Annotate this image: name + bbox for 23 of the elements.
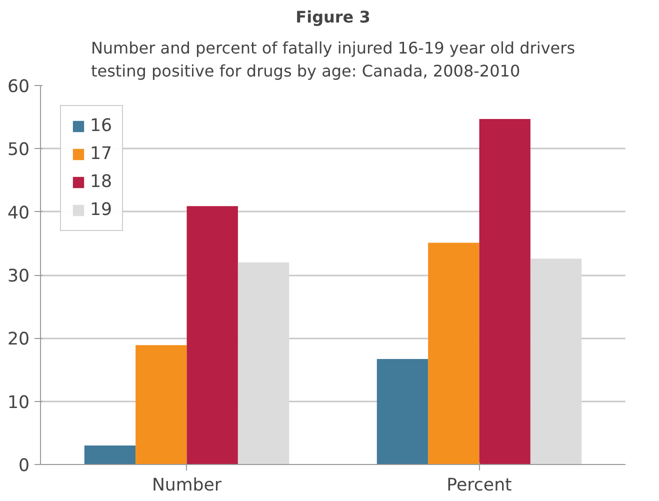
legend-label: 17: [90, 144, 112, 164]
legend-label: 19: [90, 200, 112, 220]
y-tick-label: 10: [7, 392, 30, 413]
bar: [136, 345, 187, 464]
y-tick-label: 20: [7, 330, 30, 350]
bar: [84, 446, 136, 464]
chart-title: Figure 3: [296, 8, 370, 26]
legend-label: 16: [90, 116, 112, 136]
x-tick-label: Number: [152, 476, 222, 496]
y-tick-label: 0: [18, 456, 30, 476]
bar: [530, 258, 582, 464]
bar: [186, 206, 238, 464]
y-tick-label: 50: [7, 140, 30, 160]
chart-subtitle: Number and percent of fatally injured 16-19 year old drivers testing positive for drugs by age: Canada, 2008-2010: [90, 38, 576, 80]
y-tick-label: 60: [7, 77, 30, 97]
y-tick-label: 30: [7, 266, 30, 286]
bar: [376, 359, 428, 464]
y-tick-label: 40: [7, 203, 30, 224]
x-tick-label: Percent: [446, 476, 512, 496]
legend-label: 18: [90, 172, 112, 192]
bar: [428, 242, 480, 464]
bar: [479, 118, 530, 464]
bar: [238, 262, 290, 464]
